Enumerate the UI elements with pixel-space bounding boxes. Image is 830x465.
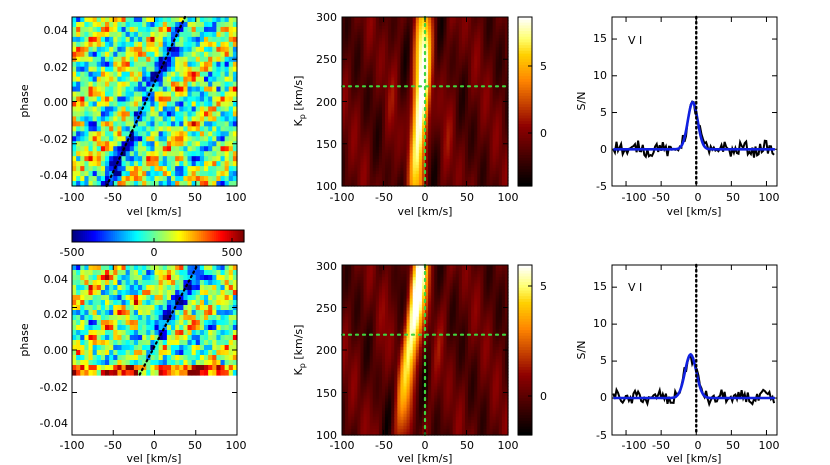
kp-top-xtick-3: 50 xyxy=(460,191,474,204)
trail-top-ytick-2: 0.00 xyxy=(44,96,69,109)
snr-panel-top: V I -100 -50 0 50 100 vel [km/s] 15 10 5… xyxy=(575,15,780,218)
trail-cbar-tick-2: 500 xyxy=(222,246,243,259)
trail-bottom-ytick-1: 0.02 xyxy=(44,308,69,321)
snr-bottom-ytick-2: 5 xyxy=(600,354,607,367)
snr-bottom-ylabel: S/N xyxy=(575,341,588,360)
snr-top-xtick-2: 0 xyxy=(695,191,702,204)
snr-top-xtick-0: -100 xyxy=(622,191,647,204)
trail-bottom-ytick-3: -0.02 xyxy=(40,381,68,394)
trail-top-xtick-1: -50 xyxy=(104,191,122,204)
trail-bottom-xtick-3: 50 xyxy=(188,439,202,452)
trail-top-xtick-3: 50 xyxy=(188,191,202,204)
trail-panel-bottom: -100 -50 0 50 100 vel [km/s] 0.04 0.02 0… xyxy=(18,263,247,465)
kp-top-ytick-4: 100 xyxy=(316,180,337,193)
trail-bottom-ylabel: phase xyxy=(18,323,31,356)
kp-top-ytick-3: 150 xyxy=(316,138,337,151)
snr-top-label: V I xyxy=(628,34,642,47)
snr-bottom-ytick-1: 10 xyxy=(593,317,607,330)
trail-bottom-ytick-2: 0.00 xyxy=(44,344,69,357)
trail-top-xlabel: vel [km/s] xyxy=(127,205,182,218)
kp-top-ytick-0: 300 xyxy=(316,11,337,24)
trail-panel-top: -100 -50 0 50 100 vel [km/s] 0.04 0.02 0… xyxy=(18,15,247,218)
kp-panel-top: -100 -50 0 50 100 vel [km/s] 300 250 200… xyxy=(292,11,547,218)
kp-top-ytick-1: 250 xyxy=(316,53,337,66)
kp-bottom-xtick-1: -50 xyxy=(375,439,393,452)
trail-bottom-ytick-0: 0.04 xyxy=(44,273,69,286)
snr-top-xtick-4: 100 xyxy=(759,191,780,204)
trail-cbar-tick-0: -500 xyxy=(60,246,85,259)
kp-bottom-ytick-0: 300 xyxy=(316,260,337,273)
snr-bottom-ytick-4: -5 xyxy=(596,429,607,442)
kp-bottom-xtick-0: -100 xyxy=(330,439,355,452)
kp-bottom-cbar-tick-1: 0 xyxy=(540,390,547,403)
snr-bottom-xlabel: vel [km/s] xyxy=(667,452,722,465)
kp-top-colorbar xyxy=(518,17,532,187)
trail-bottom-xtick-4: 100 xyxy=(226,439,247,452)
kp-top-xtick-2: 0 xyxy=(422,191,429,204)
snr-bottom-label: V I xyxy=(628,281,642,294)
trail-bottom-ytick-4: -0.04 xyxy=(40,417,68,430)
trail-top-ytick-1: 0.02 xyxy=(44,61,69,74)
snr-bottom-ytick-0: 15 xyxy=(593,280,607,293)
snr-bottom-xtick-3: 50 xyxy=(726,439,740,452)
kp-panel-bottom: -100 -50 0 50 100 vel [km/s] 300 250 200… xyxy=(292,260,547,465)
snr-fit-line xyxy=(613,100,775,151)
trail-bottom-xtick-2: 0 xyxy=(151,439,158,452)
kp-top-xtick-4: 100 xyxy=(498,191,519,204)
kp-bottom-xlabel: vel [km/s] xyxy=(398,452,453,465)
trail-cbar-tick-1: 0 xyxy=(151,246,158,259)
kp-bottom-ytick-3: 150 xyxy=(316,387,337,400)
snr-top-ylabel: S/N xyxy=(575,92,588,111)
kp-top-ylabel: Kp [km/s] xyxy=(292,76,307,127)
trail-top-xtick-0: -100 xyxy=(60,191,85,204)
trail-bottom-xlabel: vel [km/s] xyxy=(127,452,182,465)
kp-top-cbar-tick-0: 5 xyxy=(540,60,547,73)
trail-top-ytick-3: -0.02 xyxy=(40,133,68,146)
trail-top-ytick-0: 0.04 xyxy=(44,24,69,37)
kp-top-xlabel: vel [km/s] xyxy=(398,205,453,218)
snr-top-ytick-3: 0 xyxy=(600,143,607,156)
trail-colorbar: -500 0 500 xyxy=(60,229,245,259)
trail-top-xtick-2: 0 xyxy=(151,191,158,204)
trail-top-ylabel: phase xyxy=(18,84,31,117)
snr-top-ytick-0: 15 xyxy=(593,32,607,45)
trail-bottom-xtick-0: -100 xyxy=(60,439,85,452)
kp-bottom-cbar-tick-0: 5 xyxy=(540,280,547,293)
kp-bottom-xtick-3: 50 xyxy=(460,439,474,452)
kp-bottom-colorbar xyxy=(518,265,532,436)
snr-panel-bottom: V I -100 -50 0 50 100 vel [km/s] 15 10 5… xyxy=(575,263,780,465)
snr-bottom-xtick-0: -100 xyxy=(622,439,647,452)
kp-top-xtick-1: -50 xyxy=(375,191,393,204)
kp-top-cbar-tick-1: 0 xyxy=(540,127,547,140)
snr-bottom-ytick-3: 0 xyxy=(600,391,607,404)
kp-bottom-ytick-2: 200 xyxy=(316,344,337,357)
kp-bottom-xtick-2: 0 xyxy=(422,439,429,452)
snr-top-xtick-1: -50 xyxy=(652,191,670,204)
snr-top-ytick-1: 10 xyxy=(593,69,607,82)
snr-bottom-xtick-2: 0 xyxy=(695,439,702,452)
kp-top-ytick-2: 200 xyxy=(316,96,337,109)
kp-bottom-ytick-4: 100 xyxy=(316,429,337,442)
snr-top-xlabel: vel [km/s] xyxy=(667,205,722,218)
trail-top-ytick-4: -0.04 xyxy=(40,169,68,182)
snr-top-xtick-3: 50 xyxy=(726,191,740,204)
snr-fit-line xyxy=(613,352,775,400)
kp-bottom-xtick-4: 100 xyxy=(498,439,519,452)
planet-track-line xyxy=(105,15,187,188)
kp-top-xtick-0: -100 xyxy=(330,191,355,204)
snr-top-ytick-2: 5 xyxy=(600,106,607,119)
trail-top-xtick-4: 100 xyxy=(226,191,247,204)
planet-track-line xyxy=(138,263,199,376)
kp-bottom-ytick-1: 250 xyxy=(316,302,337,315)
kp-bottom-ylabel: Kp [km/s] xyxy=(292,325,307,376)
trail-bottom-xtick-1: -50 xyxy=(104,439,122,452)
snr-bottom-xtick-1: -50 xyxy=(652,439,670,452)
snr-top-ytick-4: -5 xyxy=(596,180,607,193)
snr-bottom-xtick-4: 100 xyxy=(759,439,780,452)
